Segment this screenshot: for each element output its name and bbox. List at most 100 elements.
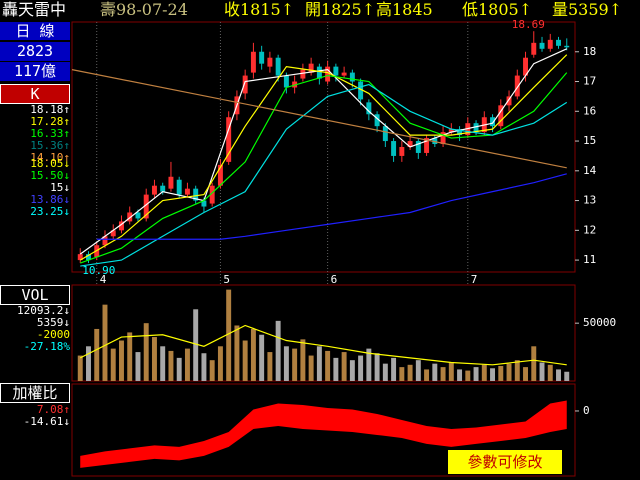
y-tick-label: 12 bbox=[583, 223, 596, 236]
volume-bar bbox=[349, 360, 355, 381]
volume-bar bbox=[234, 325, 240, 381]
candle-body bbox=[275, 57, 281, 76]
volume-bar bbox=[325, 350, 331, 381]
candle-body bbox=[250, 51, 256, 73]
stock-name: 轟天雷中 bbox=[2, 0, 67, 19]
candle-body bbox=[448, 129, 454, 133]
sidebar-value: -27.18% bbox=[23, 340, 70, 353]
candle-body bbox=[143, 194, 149, 219]
volume-bar bbox=[94, 328, 100, 381]
candle-body bbox=[267, 57, 273, 67]
volume-bar bbox=[514, 360, 520, 381]
volume-bar bbox=[184, 348, 190, 381]
sidebar-value: 13.86↓ bbox=[30, 193, 70, 206]
candle-body bbox=[374, 114, 380, 127]
volume-bar bbox=[374, 353, 380, 381]
volume-bar bbox=[531, 346, 537, 381]
close: 收1815↑ bbox=[224, 0, 295, 19]
candle-body bbox=[358, 81, 364, 100]
volume-bar bbox=[333, 357, 339, 381]
candle-body bbox=[184, 188, 190, 195]
volume-bar bbox=[440, 367, 446, 381]
sidebar-value: 15.36↑ bbox=[30, 139, 70, 152]
y-tick-label: 11 bbox=[583, 253, 596, 266]
volume-bar bbox=[366, 348, 372, 381]
y-tick-label: 13 bbox=[583, 194, 596, 207]
candle-body bbox=[234, 96, 240, 115]
volume-bar bbox=[292, 348, 298, 381]
candle-body bbox=[556, 39, 561, 46]
candle-body bbox=[564, 45, 570, 48]
candle-body bbox=[382, 126, 388, 142]
candle-body bbox=[110, 230, 116, 237]
volume-bar bbox=[564, 371, 570, 381]
candle-body bbox=[160, 185, 166, 192]
volume-bar bbox=[127, 332, 133, 381]
volume-bar bbox=[481, 364, 487, 381]
sidebar-value: 16.33↑ bbox=[30, 127, 70, 140]
volume-bar bbox=[201, 353, 207, 381]
volume-bar bbox=[465, 370, 471, 381]
candle-body bbox=[135, 212, 141, 219]
candle-body bbox=[217, 164, 223, 186]
candle-body bbox=[259, 51, 265, 64]
sidebar-value: 7.08↑ bbox=[36, 403, 70, 416]
volume-bar bbox=[308, 355, 314, 381]
low: 低1805↑ bbox=[462, 0, 533, 19]
candle-body bbox=[465, 123, 471, 136]
volume-bar bbox=[102, 304, 108, 381]
volume-bar bbox=[498, 365, 504, 381]
sidebar-value: -2000 bbox=[36, 328, 70, 341]
volume-bar bbox=[457, 369, 463, 381]
candle-body bbox=[432, 138, 438, 145]
candle-body bbox=[119, 221, 124, 231]
y-tick-label: 18 bbox=[583, 45, 596, 58]
volume-bar bbox=[267, 352, 273, 381]
volume-bar bbox=[250, 328, 256, 381]
candle-body bbox=[292, 81, 298, 88]
candle-body bbox=[523, 57, 528, 76]
sidebar-value: 23.25↓ bbox=[30, 205, 70, 218]
volume-bar bbox=[110, 348, 116, 381]
ratio-label: 加權比 bbox=[0, 383, 70, 403]
candle-body bbox=[176, 179, 182, 195]
volume-bar bbox=[151, 337, 157, 381]
sidebar-value: 15.50↓ bbox=[30, 169, 70, 182]
volume-bar bbox=[300, 339, 306, 381]
candle-body bbox=[209, 185, 215, 204]
candle-body bbox=[490, 117, 496, 127]
candle-body bbox=[341, 72, 347, 76]
date: 壽98-07-24 bbox=[100, 0, 188, 19]
x-tick-label: 5 bbox=[223, 273, 230, 286]
y-tick-label: 15 bbox=[583, 134, 596, 147]
candle-body bbox=[407, 141, 413, 147]
sidebar-value: -14.61↓ bbox=[23, 415, 70, 428]
sidebar-value: 18.05↓ bbox=[30, 157, 70, 170]
volume-bar bbox=[382, 363, 388, 381]
candle-body bbox=[300, 69, 306, 79]
k-label: K bbox=[0, 84, 70, 104]
candle-body bbox=[226, 117, 232, 162]
volume-bar bbox=[473, 367, 479, 381]
volume-bar bbox=[316, 346, 322, 381]
volume-bar bbox=[168, 350, 174, 381]
candle-body bbox=[531, 42, 537, 55]
candle-body bbox=[316, 66, 322, 79]
param-button[interactable]: 參數可修改 bbox=[448, 450, 562, 474]
volume-bar bbox=[358, 355, 364, 381]
indicator-line bbox=[79, 48, 568, 255]
period: 日 線 bbox=[0, 22, 70, 40]
candle-body bbox=[102, 236, 108, 246]
y-tick-label: 0 bbox=[583, 404, 590, 417]
x-tick-label: 4 bbox=[100, 273, 107, 286]
code: 2823 bbox=[0, 42, 70, 61]
volume-bar bbox=[341, 352, 347, 381]
candle-body bbox=[514, 75, 520, 97]
candle-body bbox=[77, 254, 83, 261]
volume-bar bbox=[448, 362, 454, 381]
candle-body bbox=[242, 75, 248, 94]
volume-bar bbox=[547, 364, 553, 381]
candle-body bbox=[325, 66, 331, 82]
volume-bar bbox=[226, 289, 232, 381]
